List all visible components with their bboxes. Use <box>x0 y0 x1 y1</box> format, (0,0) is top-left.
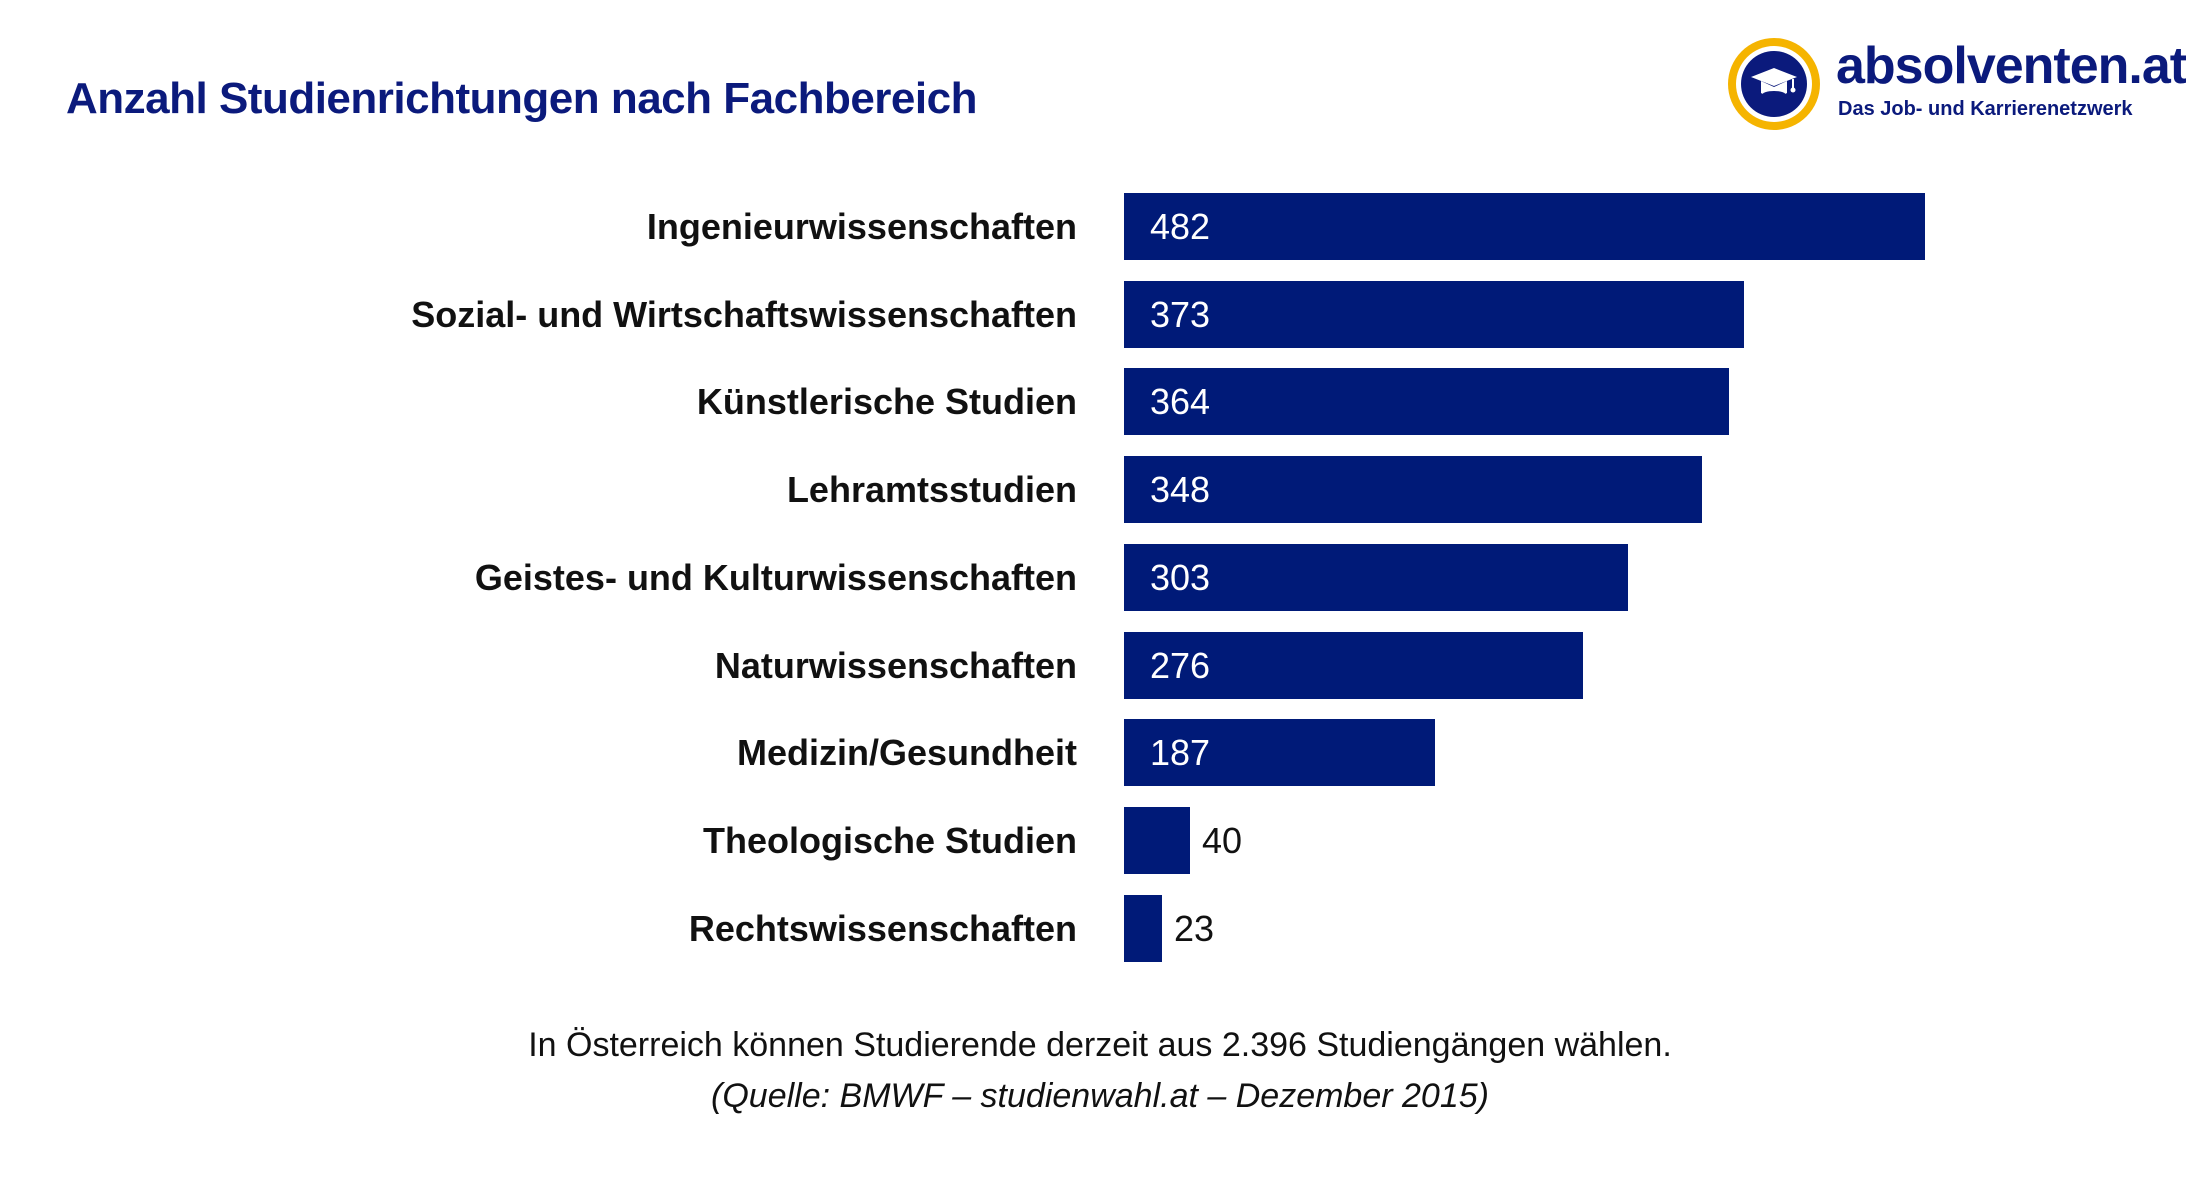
bar <box>1124 894 1162 962</box>
bar-chart: Ingenieurwissenschaften 482 Sozial- und Wi… <box>411 193 1925 962</box>
bar <box>1124 543 1628 611</box>
data-label: 364 <box>1150 381 1211 423</box>
data-label: 276 <box>1150 644 1211 686</box>
bar <box>1124 456 1702 524</box>
category-label: Geistes- und Kulturwissenschaften <box>474 556 1077 598</box>
category-label: Lehramtsstudien <box>786 469 1077 511</box>
bar <box>1124 368 1729 436</box>
category-label: Rechtswissenschaften <box>688 907 1077 949</box>
category-label: Sozial- und Wirtschaftswissenschaften <box>411 293 1077 335</box>
data-label: 23 <box>1174 907 1215 949</box>
bar <box>1124 193 1925 260</box>
logo-tagline: Das Job- und Karrierenetzwerk <box>1838 98 2133 120</box>
data-label: 482 <box>1150 206 1211 247</box>
category-label: Ingenieurwissenschaften <box>646 206 1077 247</box>
graduation-cap-icon <box>1741 51 1807 117</box>
logo-brand-text: absolventen.at <box>1836 37 2186 95</box>
data-label: 40 <box>1202 819 1243 861</box>
category-label: Medizin/Gesundheit <box>736 732 1077 774</box>
bar <box>1124 280 1744 348</box>
data-label: 348 <box>1150 469 1211 511</box>
data-label: 303 <box>1150 556 1211 598</box>
chart-title: Anzahl Studienrichtungen nach Fachbereic… <box>66 74 977 123</box>
category-label: Naturwissenschaften <box>714 644 1077 686</box>
bar <box>1124 631 1583 699</box>
bar <box>1124 719 1435 787</box>
absolventen-logo: absolventen.at Das Job- und Karrierenetz… <box>1728 38 2186 138</box>
category-label: Künstlerische Studien <box>696 381 1077 423</box>
graduation-cap-icon-svg <box>1751 68 1797 99</box>
bar <box>1124 806 1190 874</box>
data-label: 187 <box>1150 732 1211 774</box>
footer-source: (Quelle: BMWF – studienwahl.at – Dezembe… <box>711 1077 1489 1115</box>
footer-note: In Österreich können Studierende derzeit… <box>528 1026 1672 1064</box>
category-label: Theologische Studien <box>702 819 1077 861</box>
data-label: 373 <box>1150 293 1211 335</box>
